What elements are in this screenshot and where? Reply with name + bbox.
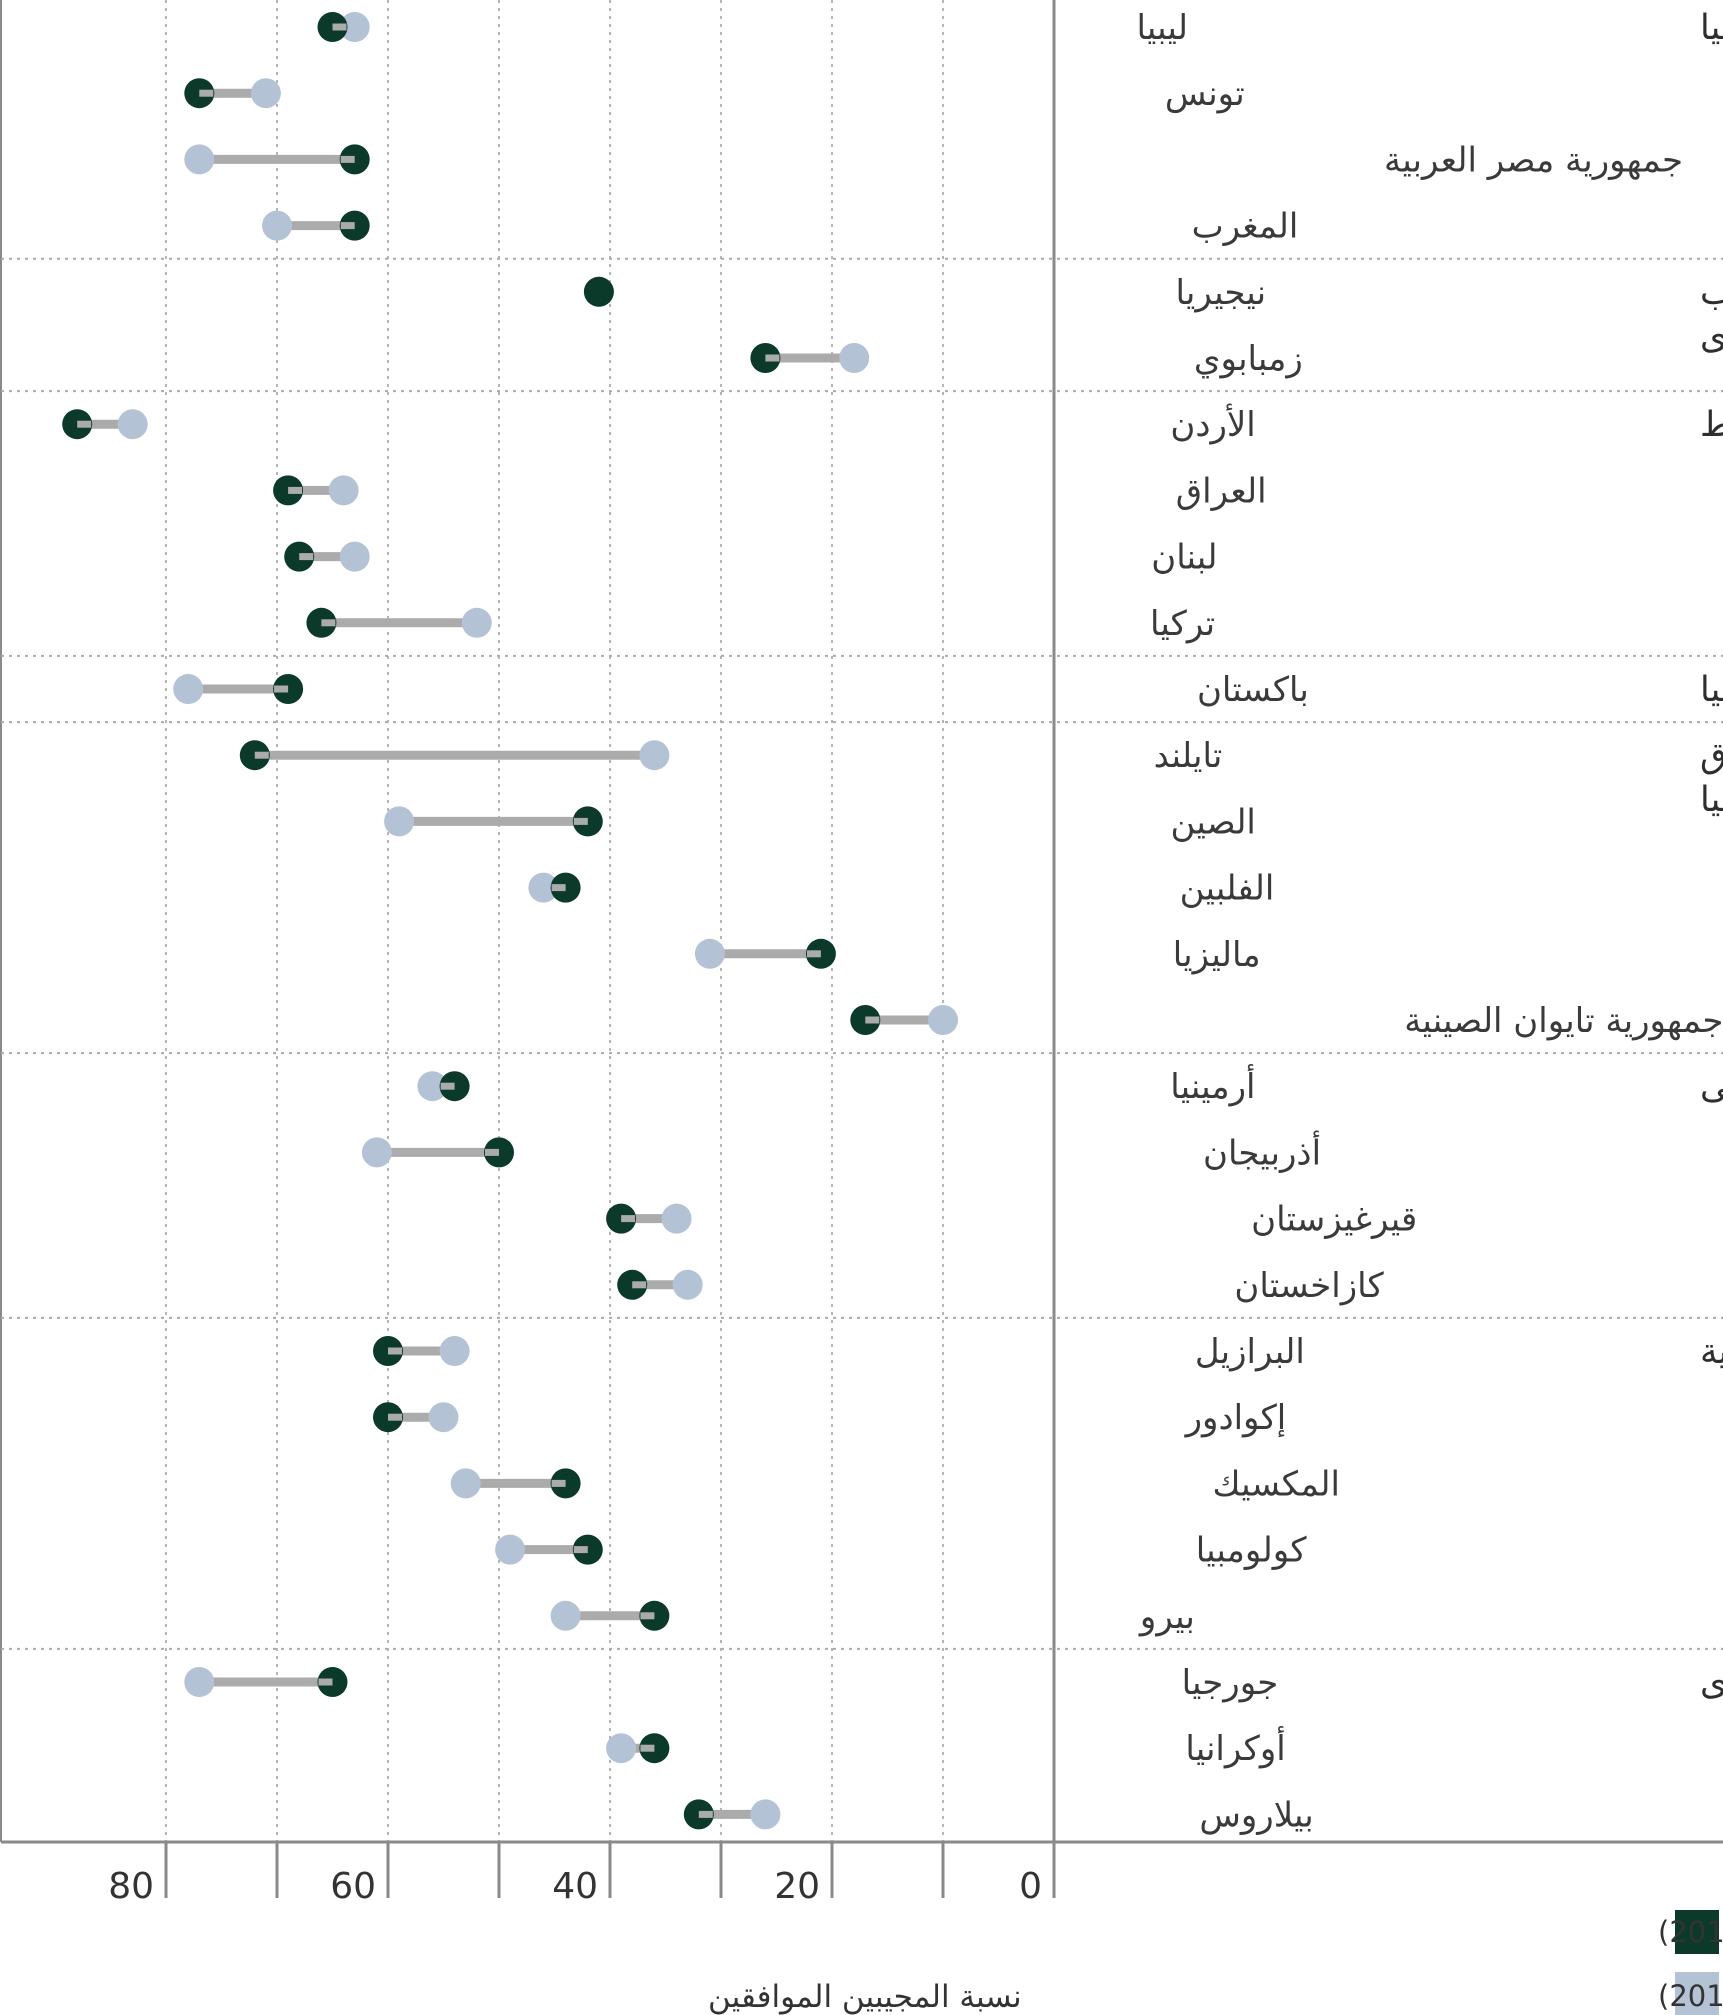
country-label: العراق bbox=[1176, 471, 1267, 511]
dot-period2 bbox=[839, 343, 870, 373]
country-label: تركيا bbox=[1150, 604, 1215, 644]
region-label: آسيا الوسطى bbox=[1700, 1064, 1723, 1107]
dot-period2 bbox=[450, 1468, 481, 1499]
dot-period2 bbox=[694, 938, 725, 969]
country-label: البرازيل bbox=[1195, 1332, 1305, 1372]
dot-period2 bbox=[361, 1137, 392, 1168]
country-label: بيلاروس bbox=[1199, 1795, 1313, 1835]
country-label: المغرب bbox=[1192, 207, 1299, 247]
dot-period2 bbox=[672, 1269, 703, 1300]
country-label: لبنان bbox=[1151, 538, 1217, 578]
x-tick-label: 60 bbox=[330, 1866, 376, 1907]
country-label: زمبابوي bbox=[1194, 339, 1303, 379]
dot-period2 bbox=[384, 806, 415, 837]
category-labels: شمال أفريقيا ليبيا تونس جمهورية مصر العربية… bbox=[1137, 4, 1723, 1835]
dot-period2 bbox=[184, 1667, 215, 1697]
x-tick-label: 80 bbox=[108, 1866, 154, 1907]
dot-period2 bbox=[528, 872, 559, 903]
dot-period2 bbox=[606, 1733, 637, 1764]
dot-period2 bbox=[928, 1005, 958, 1035]
dot-period2 bbox=[750, 1799, 781, 1830]
dot-period2 bbox=[328, 475, 359, 506]
country-label: جمهورية مصر العربية bbox=[1384, 140, 1683, 180]
x-tick-label: 0 bbox=[1019, 1866, 1042, 1907]
country-label: ماليزيا bbox=[1173, 935, 1261, 975]
x-axis-ticks: 0 20 40 60 80 bbox=[108, 1842, 1056, 1907]
region-separators bbox=[1, 257, 1723, 1650]
x-tick-label: 20 bbox=[774, 1866, 820, 1907]
country-label: تايلند bbox=[1154, 736, 1223, 776]
country-label: تونس bbox=[1165, 74, 1245, 114]
x-axis-title: نسبة المجيبين الموافقين bbox=[708, 1979, 1022, 2015]
data-marks bbox=[62, 12, 958, 1830]
country-label: كولومبيا bbox=[1196, 1531, 1308, 1571]
region-label: الصحراء الكبرى bbox=[1700, 317, 1723, 357]
legend-swatch-period1 bbox=[1675, 1910, 1719, 1954]
legend: الفترة الأولى (2006-2013) الفترة الثانية… bbox=[1658, 1910, 1723, 2015]
x-tick-label: 40 bbox=[552, 1866, 598, 1907]
country-label: جورجيا bbox=[1182, 1663, 1279, 1703]
dot-period2 bbox=[184, 144, 215, 175]
dot-period2 bbox=[339, 541, 370, 572]
dot-period1 bbox=[583, 276, 614, 307]
dot-period2 bbox=[250, 78, 281, 109]
region-label: جنوب شرق bbox=[1700, 736, 1723, 776]
region-label: جنوب آسيا bbox=[1700, 667, 1723, 710]
country-label: جمهورية تايوان الصينية bbox=[1404, 1001, 1723, 1041]
dot-period2 bbox=[417, 1071, 448, 1102]
country-label: الفلبين bbox=[1180, 869, 1275, 909]
dot-period2 bbox=[639, 740, 670, 771]
region-label: بلدان أخرى bbox=[1700, 1659, 1723, 1703]
country-label: نيجيريا bbox=[1176, 273, 1267, 313]
dot-period2 bbox=[461, 607, 492, 638]
dot-period2 bbox=[262, 210, 292, 241]
dot-period2 bbox=[495, 1534, 526, 1565]
country-label: المكسيك bbox=[1212, 1464, 1339, 1504]
dot-period2 bbox=[428, 1402, 459, 1433]
dot-period1 bbox=[239, 740, 270, 771]
grid-lines bbox=[165, 0, 944, 1842]
country-label: إكوادور bbox=[1184, 1398, 1287, 1438]
legend-label-period2: الفترة الثانية (2013-2019) bbox=[1658, 1979, 1723, 2013]
country-label: أذربيجان bbox=[1203, 1130, 1321, 1173]
dot-period2 bbox=[661, 1203, 692, 1234]
dot-period2 bbox=[550, 1600, 581, 1631]
country-label: باكستان bbox=[1197, 670, 1309, 710]
dot-period2 bbox=[339, 12, 370, 42]
region-label: الشرق الأوسط bbox=[1700, 402, 1723, 445]
dot-period2 bbox=[173, 674, 204, 704]
country-label: الصين bbox=[1170, 802, 1255, 842]
country-label: أرمينيا bbox=[1170, 1064, 1255, 1107]
country-label: كازاخستان bbox=[1234, 1266, 1384, 1306]
region-label: أفريقيا جنوب bbox=[1700, 269, 1723, 313]
axes bbox=[0, 0, 1723, 1844]
legend-swatch-period2 bbox=[1675, 1972, 1719, 2015]
region-label: شمال أفريقيا bbox=[1700, 4, 1723, 48]
region-label: آسيا bbox=[1700, 777, 1723, 820]
country-label: بيرو bbox=[1138, 1597, 1195, 1637]
dot-period2 bbox=[439, 1336, 470, 1366]
country-label: أوكرانيا bbox=[1185, 1726, 1285, 1769]
region-label: أمريكا اللاتينية bbox=[1700, 1328, 1723, 1372]
country-label: ليبيا bbox=[1137, 8, 1189, 48]
legend-label-period1: الفترة الأولى (2006-2013) bbox=[1658, 1913, 1723, 1949]
dot-period2 bbox=[117, 409, 148, 440]
country-label: الأردن bbox=[1170, 403, 1255, 445]
country-label: قيرغيزستان bbox=[1251, 1200, 1417, 1240]
